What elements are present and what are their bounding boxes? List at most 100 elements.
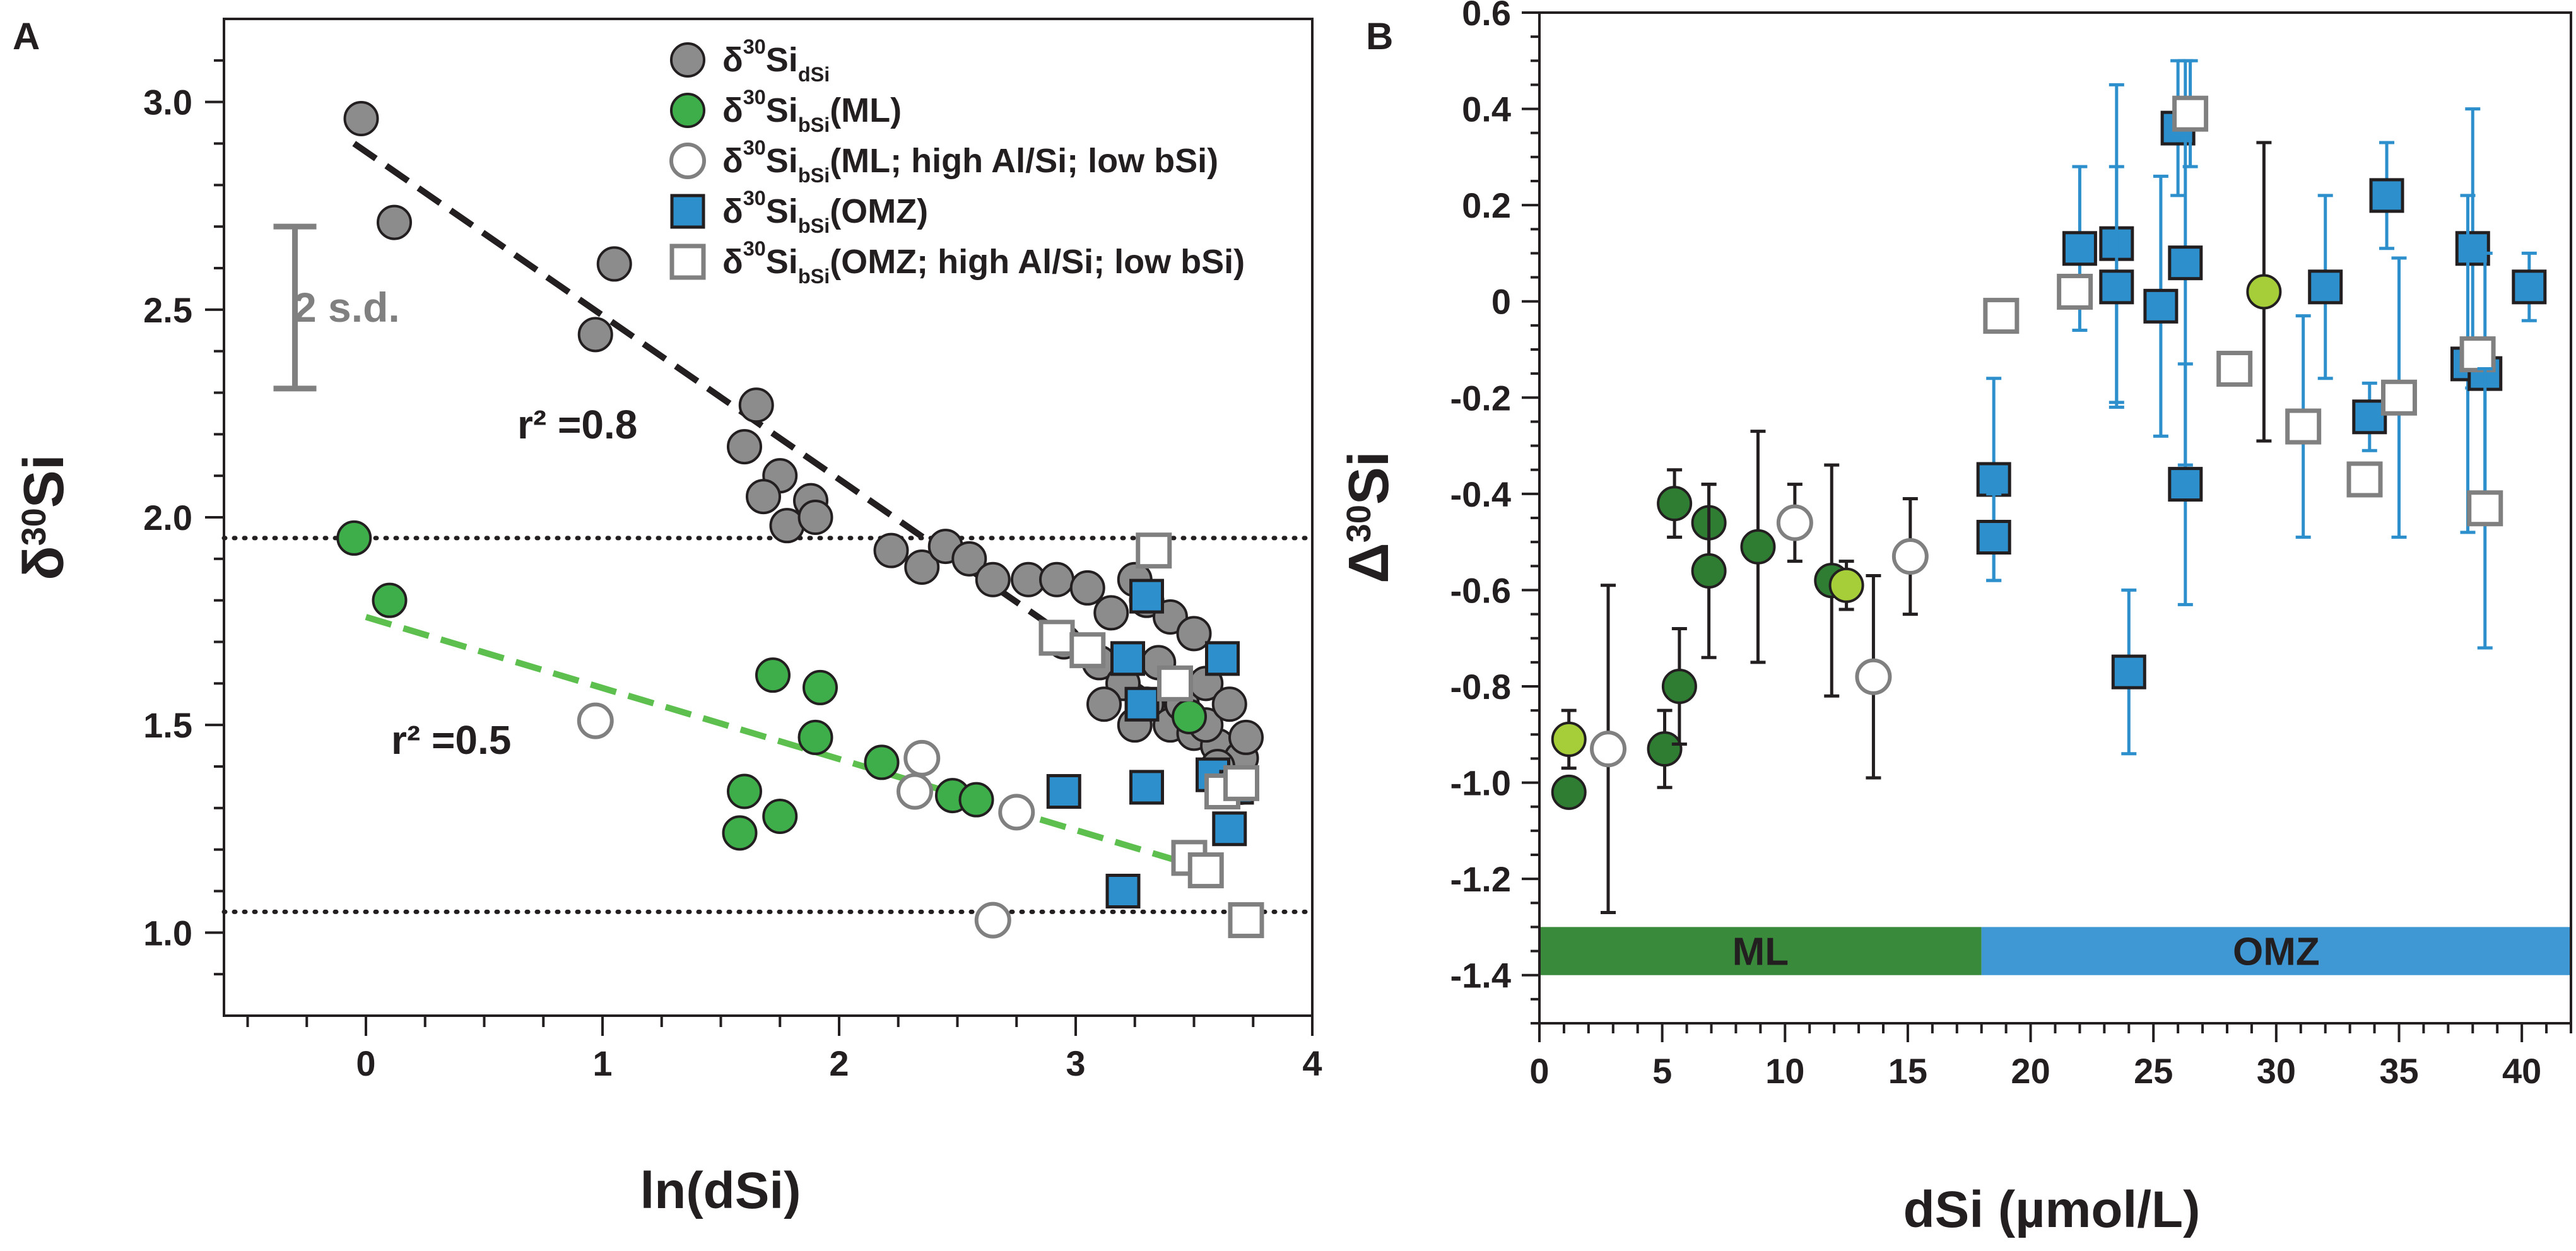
- b-y-tick-label: -1.2: [1450, 859, 1512, 899]
- b-point-square-blue-shape: [2369, 178, 2404, 213]
- panel-a-sd-bar: [273, 223, 317, 392]
- a-x-tick-label: 3: [1066, 1043, 1085, 1083]
- a-point-square-blue-shape: [1105, 874, 1141, 908]
- a-point-circle-gray: [873, 532, 909, 568]
- a-point-circle-gray-shape: [904, 549, 940, 585]
- legend-marker-square-hollow: [669, 244, 706, 280]
- a-point-circle-gray: [1069, 570, 1105, 606]
- b-point-square-blue: [2099, 269, 2134, 305]
- b-point-circle-darkgreen-shape: [1740, 529, 1776, 565]
- a-point-circle-green: [372, 582, 408, 618]
- b-point-square-hollow: [2467, 490, 2503, 527]
- a-point-square-blue: [1212, 811, 1247, 847]
- b-x-tick-label: 10: [1765, 1051, 1804, 1091]
- sd-label: 2 s.d.: [293, 284, 400, 331]
- a-point-circle-gray: [738, 387, 774, 423]
- a-point-circle-green-shape: [803, 669, 838, 705]
- a-point-circle-hollow: [998, 794, 1035, 831]
- b-point-square-hollow: [2346, 461, 2383, 498]
- a-point-square-blue: [1205, 641, 1240, 676]
- b-point-square-blue-shape: [2352, 399, 2387, 435]
- b-point-circle-darkgreen-shape: [1661, 669, 1697, 704]
- panel-b-bands: ML OMZ: [1539, 927, 2571, 975]
- r2-green-label: r² =0.5: [391, 717, 511, 763]
- a-point-circle-hollow-shape: [897, 773, 933, 810]
- a-point-circle-hollow: [974, 902, 1011, 939]
- a-point-circle-hollow-shape: [903, 739, 941, 777]
- a-point-square-blue: [1046, 774, 1081, 809]
- b-point-circle-lightgreen-shape: [1551, 721, 1587, 757]
- legend-label: δ30SidSi: [722, 35, 830, 86]
- b-point-square-blue-shape: [2455, 231, 2490, 266]
- a-point-circle-gray-shape: [1086, 686, 1122, 722]
- b-point-circle-lightgreen: [1551, 721, 1587, 757]
- a-point-circle-gray-shape: [343, 101, 379, 136]
- b-y-tick-label: -0.8: [1450, 667, 1512, 707]
- b-point-circle-hollow: [1891, 538, 1929, 575]
- panel-a-reference-lines: [221, 536, 1315, 914]
- a-point-circle-gray-shape: [377, 204, 412, 240]
- a-point-circle-green-shape: [762, 799, 798, 834]
- a-point-circle-green-shape: [336, 520, 372, 556]
- b-x-tick-label: 0: [1529, 1051, 1549, 1091]
- a-point-circle-hollow: [577, 702, 614, 739]
- b-point-square-blue-shape: [2111, 654, 2146, 690]
- a-point-circle-hollow: [903, 739, 941, 777]
- legend-marker-circle-gray-shape: [670, 42, 705, 78]
- b-point-square-blue: [2369, 178, 2404, 213]
- b-point-square-hollow: [2216, 351, 2253, 387]
- legend-marker-square-blue-shape: [670, 194, 705, 229]
- legend-marker-circle-green-shape: [670, 93, 705, 128]
- legend-label: δ30SibSi(OMZ; high Al/Si; low bSi): [722, 237, 1245, 288]
- a-point-circle-gray: [377, 204, 412, 240]
- b-point-square-hollow-shape: [2285, 408, 2322, 445]
- b-y-tick-label: -0.4: [1450, 474, 1512, 514]
- b-point-circle-lightgreen-shape: [1828, 567, 1864, 603]
- b-point-circle-hollow-shape: [1776, 504, 1813, 541]
- b-point-square-blue-shape: [2099, 269, 2134, 305]
- b-x-tick-label: 5: [1652, 1051, 1672, 1091]
- b-point-square-blue: [2168, 467, 2203, 502]
- panel-b-x-axis-label: dSi (µmol/L): [1903, 1181, 2201, 1238]
- a-point-square-blue: [1129, 579, 1164, 614]
- b-point-square-blue-shape: [1976, 520, 2011, 555]
- legend-label: δ30SibSi(ML): [722, 86, 902, 136]
- a-point-circle-hollow-shape: [577, 702, 614, 739]
- b-point-square-blue-shape: [1976, 462, 2011, 497]
- band-omz: [1981, 927, 2571, 975]
- legend-marker-circle-hollow-shape: [669, 143, 706, 179]
- b-point-square-blue: [2308, 269, 2343, 305]
- b-point-square-hollow: [2172, 95, 2209, 132]
- b-point-square-hollow: [2459, 336, 2496, 373]
- a-point-circle-gray-shape: [1039, 561, 1074, 597]
- b-point-square-hollow-shape: [2216, 351, 2253, 387]
- a-point-circle-green: [864, 744, 900, 780]
- a-x-tick-label: 0: [356, 1043, 375, 1083]
- legend-label: δ30SibSi(OMZ): [722, 187, 928, 237]
- a-point-square-blue: [1110, 641, 1145, 676]
- legend-marker-square-blue: [670, 194, 705, 229]
- b-point-square-hollow-shape: [1983, 298, 2020, 334]
- a-x-tick-label: 2: [829, 1043, 849, 1083]
- a-point-circle-gray: [797, 500, 833, 535]
- legend-marker-circle-hollow: [669, 143, 706, 179]
- a-point-circle-green-shape: [864, 744, 900, 780]
- a-point-circle-green: [755, 657, 791, 693]
- panel-b-ticks: 0 5 10 15 20 25 30 35 40 0.6 0.4 0.2 0 -0.2 -0.4 -0.6 -0…: [1450, 0, 2572, 1091]
- a-point-circle-green: [762, 799, 798, 834]
- a-point-square-blue-shape: [1129, 770, 1164, 805]
- a-point-square-blue-shape: [1205, 641, 1240, 676]
- b-x-tick-label: 30: [2257, 1051, 2296, 1091]
- b-y-tick-label: 0.2: [1462, 185, 1511, 225]
- a-point-circle-gray: [1086, 686, 1122, 722]
- b-point-circle-darkgreen-shape: [1657, 486, 1693, 522]
- a-point-square-hollow-shape: [1069, 632, 1106, 669]
- a-x-tick-label: 1: [592, 1043, 612, 1083]
- a-point-circle-green: [958, 782, 994, 818]
- a-point-square-hollow-shape: [1187, 852, 1224, 889]
- b-x-tick-label: 15: [1888, 1051, 1927, 1091]
- b-point-square-blue-shape: [2062, 231, 2097, 266]
- b-point-square-blue-shape: [2168, 467, 2203, 502]
